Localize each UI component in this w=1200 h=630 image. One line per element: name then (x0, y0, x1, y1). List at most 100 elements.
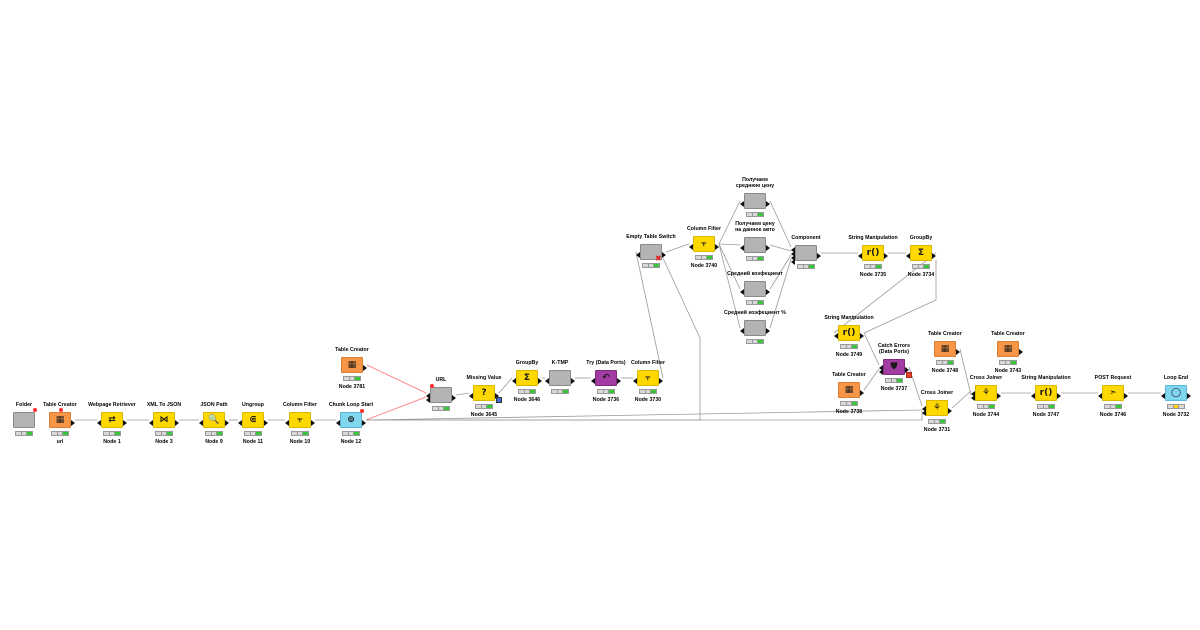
node-body[interactable]: ⫟ (637, 370, 659, 386)
node-body[interactable] (744, 281, 766, 297)
node-input-port[interactable] (971, 395, 975, 401)
node-body[interactable] (549, 370, 571, 386)
node-output-port[interactable] (817, 253, 821, 259)
node-input-port[interactable] (858, 253, 862, 259)
node-body[interactable] (430, 387, 452, 403)
node-body[interactable]: r() (1035, 385, 1057, 401)
node-input-port[interactable] (426, 397, 430, 403)
node-output-port[interactable] (884, 253, 888, 259)
node-output-port[interactable] (1124, 393, 1128, 399)
node-input-port[interactable] (285, 420, 289, 426)
node-body[interactable]: r() (838, 325, 860, 341)
node-input-port[interactable] (1161, 393, 1165, 399)
node-body[interactable]: ➣ (1102, 385, 1124, 401)
node-input-port[interactable] (545, 378, 549, 384)
node-variable-port[interactable] (496, 397, 502, 403)
node-body[interactable]: ↶ (595, 370, 617, 386)
node-body[interactable]: Σ (516, 370, 538, 386)
node-input-port[interactable] (906, 253, 910, 259)
node-output-port[interactable] (71, 420, 75, 426)
node-output-port[interactable] (766, 289, 770, 295)
node-output-port[interactable] (452, 395, 456, 401)
node-body[interactable]: ▦ (934, 341, 956, 357)
node-output-port[interactable] (311, 420, 315, 426)
node-body[interactable] (13, 412, 35, 428)
node-output-port[interactable] (997, 393, 1001, 399)
node-input-port[interactable] (689, 244, 693, 250)
node-body[interactable]: ⛊ (883, 359, 905, 375)
node-body[interactable]: ▦ (341, 357, 363, 373)
node-output-port[interactable] (860, 333, 864, 339)
node-input-port[interactable] (879, 365, 883, 371)
node-output-port[interactable] (659, 378, 663, 384)
node-body[interactable] (744, 193, 766, 209)
node-input-port[interactable] (791, 259, 795, 265)
node-output-port[interactable] (362, 420, 366, 426)
node-body[interactable] (744, 237, 766, 253)
node-output-port[interactable] (948, 408, 952, 414)
node-output-port[interactable] (715, 244, 719, 250)
node-output-port[interactable] (571, 378, 575, 384)
node-input-port[interactable] (336, 420, 340, 426)
node-body[interactable]: ◯ (1165, 385, 1187, 401)
node-input-port[interactable] (879, 369, 883, 375)
node-output-port[interactable] (1187, 393, 1191, 399)
node-body[interactable]: ⊚ (340, 412, 362, 428)
node-input-port[interactable] (740, 289, 744, 295)
node-body[interactable]: ▦ (997, 341, 1019, 357)
node-body[interactable] (795, 245, 817, 261)
node-output-port[interactable] (225, 420, 229, 426)
node-body[interactable]: ▦ (49, 412, 71, 428)
node-body[interactable]: ⚘ (926, 400, 948, 416)
node-input-port[interactable] (791, 251, 795, 257)
node-body[interactable]: ⫟ (693, 236, 715, 252)
node-output-port[interactable] (363, 365, 367, 371)
node-input-port[interactable] (740, 328, 744, 334)
node-input-port[interactable] (238, 420, 242, 426)
node-body[interactable]: ▦ (838, 382, 860, 398)
node-output-port[interactable] (617, 378, 621, 384)
node-output-port[interactable] (538, 378, 542, 384)
node-output-port[interactable] (766, 245, 770, 251)
node-input-port[interactable] (971, 391, 975, 397)
node-input-port[interactable] (469, 393, 473, 399)
node-output-port[interactable] (662, 252, 666, 258)
node-body[interactable] (640, 244, 662, 260)
node-body[interactable]: ⋐ (242, 412, 264, 428)
node-output-port[interactable] (175, 420, 179, 426)
node-output-port[interactable] (123, 420, 127, 426)
node-input-port[interactable] (1098, 393, 1102, 399)
node-input-port[interactable] (97, 420, 101, 426)
node-output-port[interactable] (860, 390, 864, 396)
node-body[interactable]: ⚘ (975, 385, 997, 401)
node-output-port[interactable] (495, 393, 499, 399)
node-output-port[interactable] (932, 253, 936, 259)
node-input-port[interactable] (199, 420, 203, 426)
node-input-port[interactable] (922, 406, 926, 412)
node-body[interactable]: ? (473, 385, 495, 401)
node-output-port[interactable] (1057, 393, 1061, 399)
node-input-port[interactable] (922, 410, 926, 416)
node-input-port[interactable] (591, 378, 595, 384)
node-input-port[interactable] (636, 252, 640, 258)
node-output-port[interactable] (264, 420, 268, 426)
node-body[interactable] (744, 320, 766, 336)
node-body[interactable]: ⫟ (289, 412, 311, 428)
node-output-port[interactable] (766, 201, 770, 207)
node-body[interactable]: Σ (910, 245, 932, 261)
node-error-port[interactable] (906, 372, 912, 378)
node-input-port[interactable] (740, 201, 744, 207)
node-body[interactable]: r() (862, 245, 884, 261)
node-output-port[interactable] (766, 328, 770, 334)
node-output-port[interactable] (905, 367, 909, 373)
node-output-port[interactable] (1019, 349, 1023, 355)
node-input-port[interactable] (1031, 393, 1035, 399)
node-body[interactable]: ⋈ (153, 412, 175, 428)
node-body[interactable]: ⇄ (101, 412, 123, 428)
node-input-port[interactable] (426, 393, 430, 399)
node-input-port[interactable] (512, 378, 516, 384)
node-input-port[interactable] (791, 255, 795, 261)
node-body[interactable]: 🔍 (203, 412, 225, 428)
node-output-port[interactable] (956, 349, 960, 355)
